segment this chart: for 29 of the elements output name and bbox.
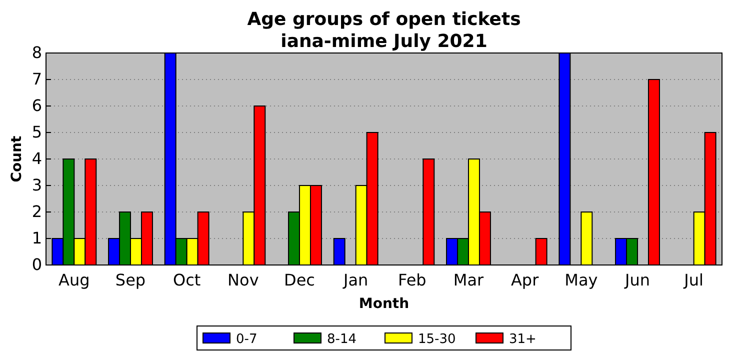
chart-title: Age groups of open tickets: [247, 9, 521, 30]
x-tick-label: Aug: [58, 270, 90, 290]
x-tick-label: Sep: [115, 270, 146, 290]
y-tick-label: 4: [32, 149, 42, 168]
legend-label: 8-14: [327, 332, 357, 347]
x-tick-label: Jan: [342, 270, 368, 290]
x-tick-label: Nov: [228, 270, 259, 290]
x-tick-label: May: [564, 270, 598, 290]
legend-label: 15-30: [418, 332, 456, 347]
y-tick-label: 5: [32, 122, 42, 142]
y-tick-label: 7: [32, 70, 42, 89]
x-tick-label: Jul: [683, 270, 704, 290]
y-tick-label: 1: [32, 228, 42, 248]
y-tick-label: 8: [32, 43, 42, 62]
x-tick-label: Oct: [172, 270, 201, 290]
x-tick-label: Jun: [624, 270, 650, 290]
x-tick-label: Apr: [510, 270, 540, 290]
x-tick-label: Feb: [398, 270, 426, 290]
y-tick-label: 3: [32, 176, 42, 195]
legend-label: 31+: [509, 332, 536, 347]
y-tick-label: 2: [32, 202, 42, 222]
y-tick-label: 0: [32, 255, 42, 274]
legend-label: 0-7: [236, 332, 258, 347]
x-axis-title: Month: [358, 296, 410, 312]
x-tick-label: Dec: [284, 270, 315, 290]
chart-subtitle: iana-mime July 2021: [280, 31, 488, 52]
x-tick-label: Mar: [453, 270, 484, 290]
y-axis-title: Count: [9, 135, 25, 182]
y-tick-label: 6: [32, 96, 42, 116]
